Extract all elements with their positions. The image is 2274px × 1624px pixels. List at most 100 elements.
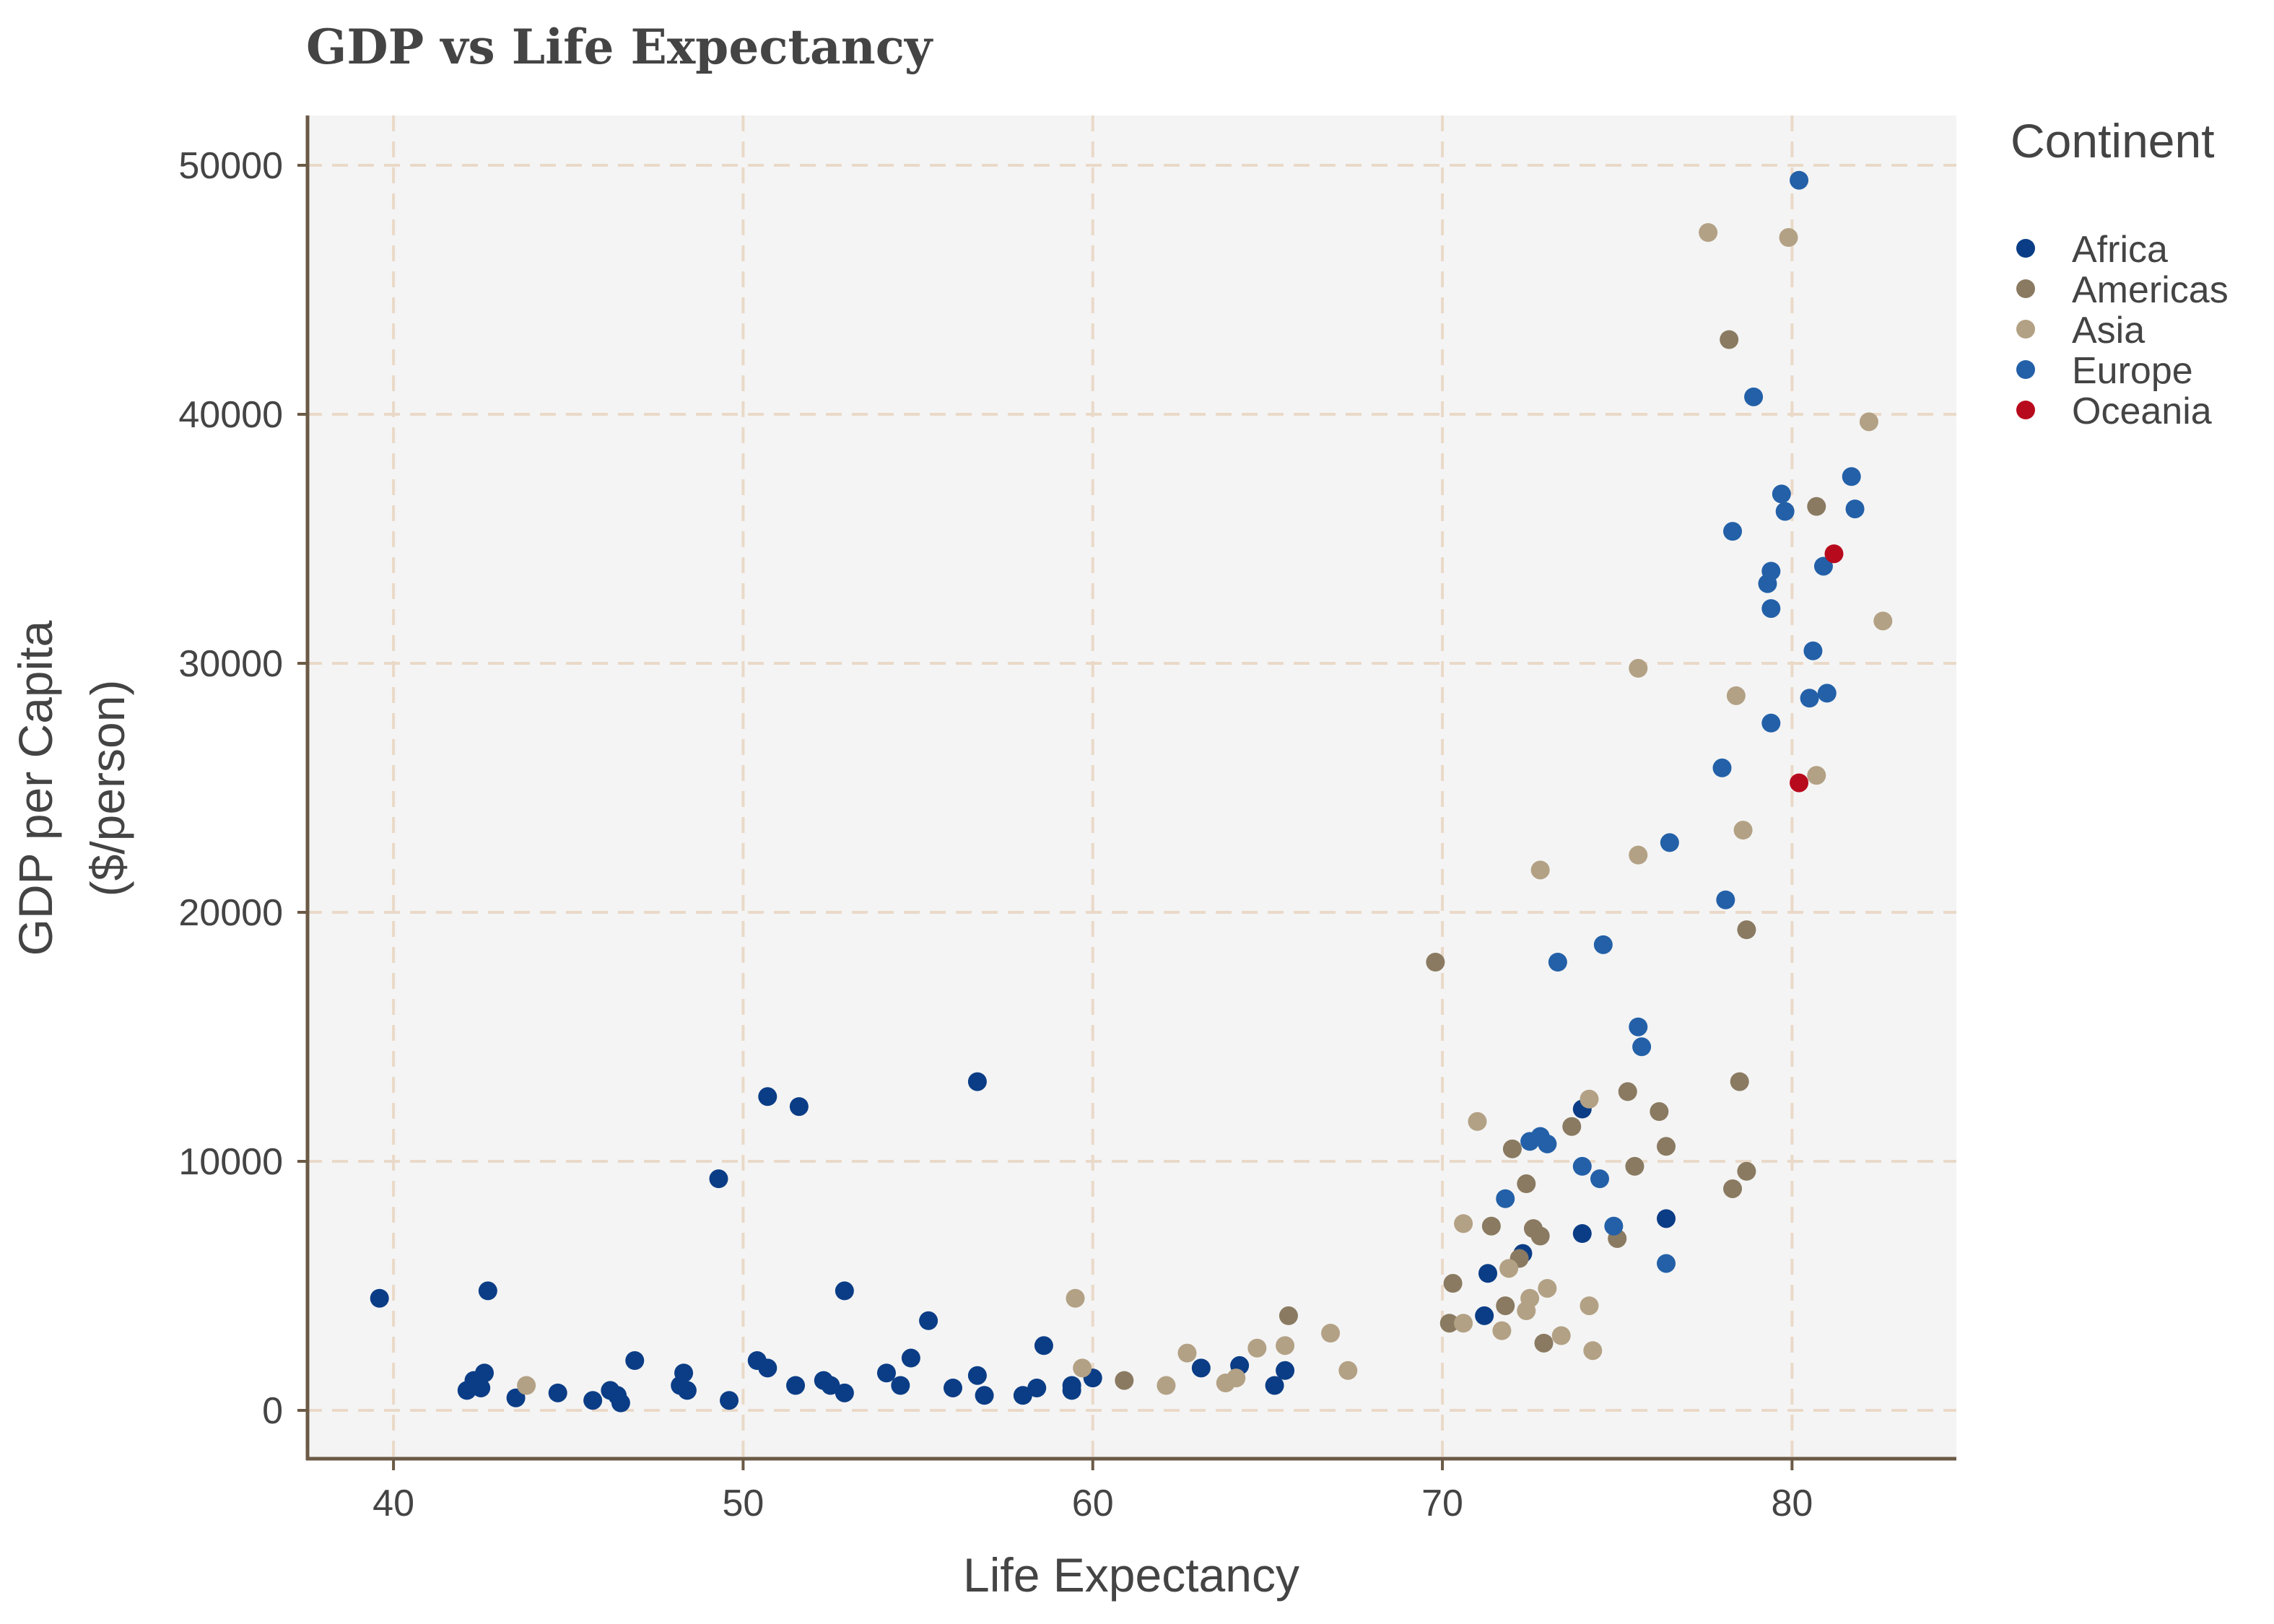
point-africa [1572,1224,1592,1244]
plot-panel [306,115,1956,1460]
y-tick-label: 50000 [178,145,283,187]
point-americas [1530,1226,1550,1246]
point-europe [1657,1254,1676,1273]
point-americas [1807,497,1826,516]
point-europe [1800,689,1819,708]
point-americas [1439,1314,1459,1333]
legend-label-americas: Americas [2072,269,2229,311]
point-americas [1720,330,1739,349]
point-europe [1593,935,1613,954]
x-axis-label: Life Expectancy [963,1548,1299,1602]
point-americas [1481,1216,1501,1236]
point-americas [1737,920,1756,940]
point-asia [1454,1314,1473,1333]
point-africa [1034,1336,1053,1355]
point-europe [1632,1037,1652,1057]
point-africa [370,1288,389,1308]
point-africa [901,1348,920,1368]
point-europe [1775,502,1795,521]
y-tick-label: 20000 [178,892,283,934]
point-africa [1191,1358,1211,1378]
legend-key-oceania [2016,401,2035,419]
point-africa [758,1358,777,1378]
y-axis-label: GDP per Capita [9,620,62,956]
y-tick-label: 40000 [178,394,283,436]
point-americas [1723,1179,1743,1198]
point-africa [1062,1381,1081,1400]
point-africa [786,1376,806,1395]
point-europe [1590,1169,1609,1189]
point-americas [1115,1371,1134,1390]
point-europe [1772,484,1791,504]
point-asia [1530,860,1550,880]
point-asia [1247,1338,1267,1358]
legend-label-oceania: Oceania [2072,390,2212,432]
x-tick-label: 80 [1771,1483,1813,1524]
point-americas [1426,953,1445,972]
point-europe [1845,499,1865,519]
point-asia [1538,1278,1557,1298]
point-americas [1625,1156,1644,1176]
point-asia [1520,1288,1540,1308]
point-africa [506,1388,526,1407]
point-africa [1013,1386,1032,1405]
point-africa [1265,1376,1284,1395]
point-americas [1562,1117,1582,1136]
point-asia [1733,821,1753,840]
point-asia [1779,228,1798,248]
x-tick-label: 50 [722,1483,764,1524]
point-europe [1629,1017,1648,1036]
point-asia [1177,1343,1197,1363]
point-asia [1492,1321,1512,1340]
legend-title: Continent [2011,114,2215,167]
axis-ticks: 40 50 60 70 80 0 10000 20000 30000 40000 50000 [178,145,1813,1524]
point-europe [1572,1156,1592,1176]
point-africa [1027,1378,1047,1397]
data-points [370,170,1893,1413]
point-americas [1517,1174,1536,1194]
point-europe [1496,1189,1515,1208]
point-asia [1580,1296,1599,1316]
point-asia [1468,1112,1487,1131]
point-europe [1817,684,1837,703]
point-americas [1650,1102,1669,1121]
x-tick-label: 60 [1072,1483,1114,1524]
point-africa [835,1281,854,1301]
legend-key-africa [2016,239,2035,258]
point-africa [611,1393,630,1413]
point-europe [1712,758,1732,777]
point-americas [1278,1306,1298,1325]
point-europe [1723,522,1743,541]
point-asia [1583,1341,1603,1361]
point-africa [1478,1264,1498,1283]
point-asia [517,1376,536,1395]
point-africa [967,1366,987,1385]
y-tick-label: 30000 [178,643,283,685]
point-africa [876,1363,896,1383]
point-americas [1443,1274,1463,1293]
point-africa [975,1386,994,1405]
point-asia [1454,1214,1473,1234]
point-africa [674,1363,694,1383]
point-africa [758,1087,777,1106]
point-asia [1227,1368,1246,1388]
point-africa [919,1311,938,1330]
point-americas [1534,1333,1554,1353]
point-asia [1073,1358,1092,1378]
point-africa [1276,1361,1295,1380]
grid-lines [306,115,1956,1460]
point-asia [1629,658,1648,678]
point-africa [471,1378,491,1397]
point-europe [1790,170,1809,190]
point-africa [891,1376,910,1395]
point-europe [1761,599,1781,619]
point-africa [789,1097,809,1117]
point-africa [720,1391,739,1410]
point-asia [1499,1259,1519,1278]
point-africa [967,1072,987,1091]
point-oceania [1790,773,1809,793]
point-europe [1604,1216,1624,1236]
point-oceania [1824,544,1844,564]
point-europe [1548,953,1567,972]
